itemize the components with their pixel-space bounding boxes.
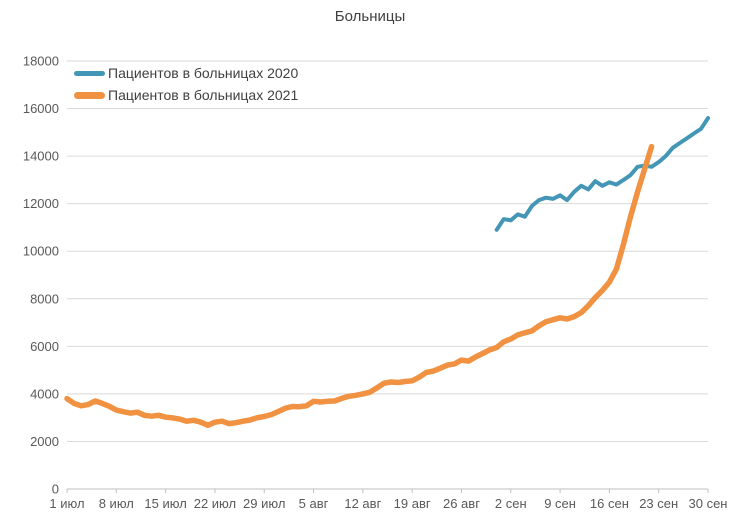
x-tick-label: 26 авг — [443, 496, 480, 511]
legend: Пациентов в больницах 2020 Пациентов в б… — [74, 62, 298, 106]
x-tick-label: 15 июл — [144, 496, 186, 511]
y-tick-label: 18000 — [23, 54, 59, 69]
y-tick-label: 12000 — [23, 196, 59, 211]
x-tick-label: 5 авг — [299, 496, 329, 511]
y-tick-label: 6000 — [30, 339, 59, 354]
x-tick-label: 8 июл — [99, 496, 134, 511]
x-tick-label: 9 сен — [544, 496, 576, 511]
x-tick-label: 16 сен — [590, 496, 629, 511]
y-tick-label: 10000 — [23, 244, 59, 259]
legend-label-2021: Пациентов в больницах 2021 — [108, 87, 299, 103]
chart-title: Больницы — [334, 8, 406, 25]
y-tick-label: 14000 — [23, 149, 59, 164]
x-tick-label: 19 авг — [394, 496, 431, 511]
y-tick-label: 4000 — [30, 386, 59, 401]
y-tick-label: 0 — [52, 482, 59, 497]
x-tick-label: 30 сен — [689, 496, 728, 511]
x-tick-label: 29 июл — [243, 496, 285, 511]
series-line-2021 — [64, 143, 655, 429]
x-tick-label: 23 сен — [639, 496, 678, 511]
x-tick-label: 2 сен — [495, 496, 527, 511]
legend-item-2020: Пациентов в больницах 2020 — [74, 62, 298, 84]
y-tick-label: 16000 — [23, 101, 59, 116]
x-tick-label: 12 авг — [344, 496, 381, 511]
series-line-2020 — [494, 116, 710, 232]
legend-swatch-2020-icon — [74, 70, 105, 76]
y-tick-label: 8000 — [30, 291, 59, 306]
x-tick-label: 22 июл — [194, 496, 236, 511]
legend-swatch-2021-icon — [74, 91, 105, 99]
y-tick-label: 2000 — [30, 434, 59, 449]
legend-item-2021: Пациентов в больницах 2021 — [74, 84, 298, 106]
legend-label-2020: Пациентов в больницах 2020 — [108, 65, 299, 81]
x-tick-label: 1 июл — [49, 496, 84, 511]
